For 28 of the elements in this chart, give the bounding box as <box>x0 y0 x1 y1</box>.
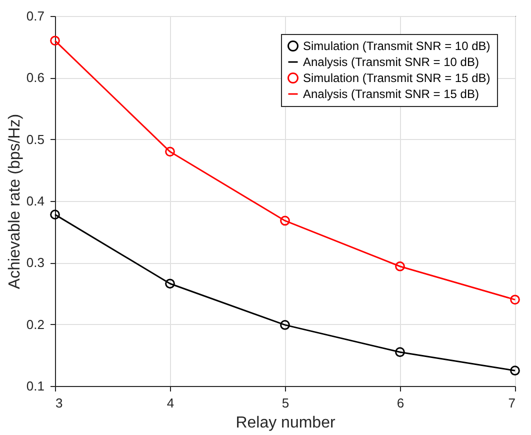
y-tick-label: 0.5 <box>26 132 44 147</box>
legend-label: Analysis (Transmit SNR = 15 dB) <box>303 87 479 101</box>
x-axis-title: Relay number <box>236 414 336 432</box>
y-tick-label: 0.7 <box>26 8 44 24</box>
point <box>165 146 175 157</box>
legend-label: Analysis (Transmit SNR = 10 dB) <box>303 55 479 69</box>
y-tick-label: 0.1 <box>26 378 44 394</box>
legend-label: Simulation (Transmit SNR = 10 dB) <box>303 39 490 53</box>
legend-label: Simulation (Transmit SNR = 15 dB) <box>303 71 490 85</box>
point <box>165 278 175 289</box>
point <box>510 294 520 305</box>
point <box>50 36 60 46</box>
x-tick-label: 4 <box>166 396 174 410</box>
y-axis-title: Achievable rate (bps/Hz) <box>6 114 24 290</box>
point <box>395 347 405 358</box>
y-tick-label: 0.3 <box>26 255 44 270</box>
point <box>50 210 60 220</box>
x-tick-label: 6 <box>396 396 404 410</box>
y-tick-label: 0.4 <box>26 194 44 208</box>
y-tick-label: 0.6 <box>26 70 44 86</box>
x-tick-label: 3 <box>56 396 63 410</box>
x-tick-label: 7 <box>508 396 516 410</box>
point <box>280 216 290 226</box>
x-tick-label: 5 <box>282 396 290 410</box>
point <box>510 366 520 376</box>
point <box>395 261 405 272</box>
y-tick-label: 0.2 <box>26 316 44 332</box>
point <box>280 320 290 330</box>
